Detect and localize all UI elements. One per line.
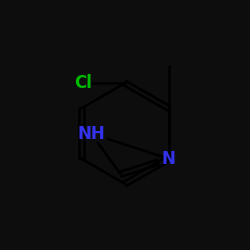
Text: Cl: Cl: [74, 74, 92, 92]
Text: NH: NH: [77, 124, 105, 142]
Text: N: N: [162, 150, 175, 168]
